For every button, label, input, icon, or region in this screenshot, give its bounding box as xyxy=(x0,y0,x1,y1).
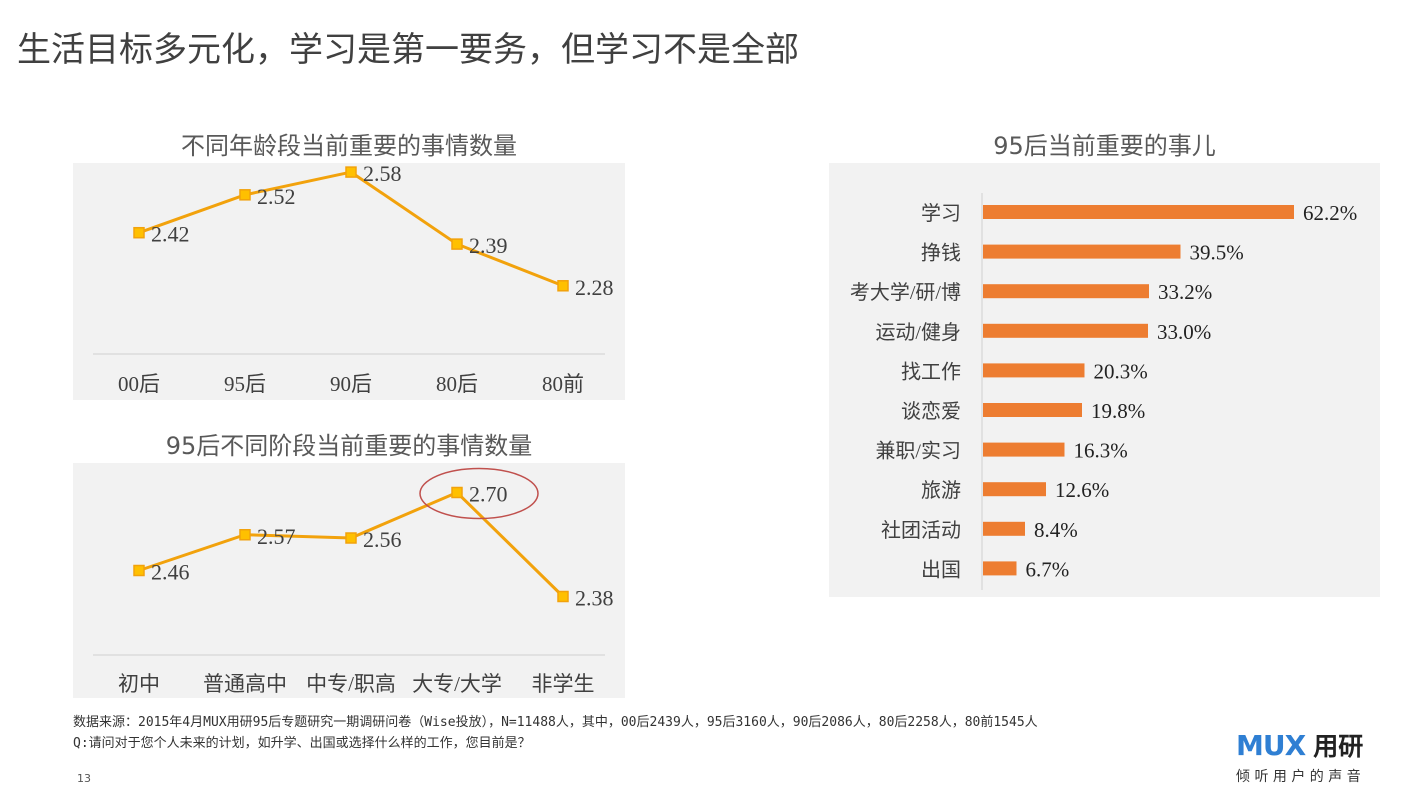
category-label: 运动/健身 xyxy=(875,321,961,344)
logo-brand: MUX xyxy=(1236,728,1306,762)
category-label: 学习 xyxy=(921,202,961,225)
bar-value-label: 16.3% xyxy=(1074,439,1128,463)
data-label: 2.70 xyxy=(469,482,508,507)
data-point xyxy=(239,529,251,541)
bar xyxy=(983,403,1082,417)
category-label: 找工作 xyxy=(901,360,961,383)
data-point xyxy=(451,486,463,499)
data-point xyxy=(451,238,463,250)
category-label: 出国 xyxy=(921,558,961,581)
category-label: 00后 xyxy=(118,372,160,396)
category-label: 社团活动 xyxy=(881,519,961,542)
slide-title: 生活目标多元化，学习是第一要务，但学习不是全部 xyxy=(17,30,799,70)
bar-value-label: 19.8% xyxy=(1091,399,1145,423)
category-label: 80后 xyxy=(436,372,478,396)
category-label: 挣钱 xyxy=(921,242,961,265)
age-line-chart: 2.42 00后 2.52 95后 2.58 90后 2.39 80后 2.28 80前 xyxy=(73,163,625,400)
bar-value-label: 62.2% xyxy=(1303,201,1357,225)
data-label: 2.52 xyxy=(257,184,296,209)
bar xyxy=(983,323,1148,338)
plot-background xyxy=(73,463,625,698)
bar-value-label: 20.3% xyxy=(1094,359,1148,383)
highlight-ellipse xyxy=(419,467,539,520)
bar xyxy=(983,284,1149,299)
category-label: 考大学/研/博 xyxy=(850,281,961,304)
bar-value-label: 6.7% xyxy=(1026,557,1070,581)
chart2-title: 95后不同阶段当前重要的事情数量 xyxy=(165,432,533,460)
logo-name: 用研 xyxy=(1313,732,1364,761)
bar-value-label: 33.0% xyxy=(1157,320,1211,344)
chart3-title: 95后当前重要的事儿 xyxy=(993,132,1216,160)
data-point xyxy=(345,532,357,544)
category-label: 90后 xyxy=(330,372,372,396)
plot-background xyxy=(73,163,625,400)
bar-value-label: 12.6% xyxy=(1055,478,1109,502)
survey-question-note: Q:请问对于您个人未来的计划，如升学、出国或选择什么样的工作，您目前是？ xyxy=(73,736,531,751)
chart1-title: 不同年龄段当前重要的事情数量 xyxy=(181,132,517,160)
bar xyxy=(983,442,1065,457)
data-source-note: 数据来源：2015年4月MUX用研95后专题研究一期调研问卷（Wise投放），N… xyxy=(73,715,1038,730)
data-point xyxy=(239,189,251,201)
data-label: 2.28 xyxy=(575,275,614,300)
category-label: 95后 xyxy=(224,372,266,396)
category-label: 旅游 xyxy=(921,479,961,502)
category-label: 初中 xyxy=(118,672,160,696)
data-point xyxy=(557,590,569,603)
stage-line-chart: 2.46 初中 2.57 普通高中 2.56 中专/职高 2.70 大专/大学 2.38 非学生 xyxy=(73,463,625,698)
bar xyxy=(983,363,1085,378)
mux-logo: MUX 用研 倾 听 用 户 的 声 音 xyxy=(1236,727,1363,786)
plot-background xyxy=(829,163,1380,597)
bar-value-label: 33.2% xyxy=(1158,280,1212,304)
logo-slogan: 倾 听 用 户 的 声 音 xyxy=(1236,769,1361,785)
category-label: 兼职/实习 xyxy=(875,440,961,463)
data-label: 2.38 xyxy=(575,586,614,611)
data-point xyxy=(133,564,145,577)
category-label: 谈恋爱 xyxy=(901,400,961,423)
category-label: 普通高中 xyxy=(203,672,287,696)
category-label: 大专/大学 xyxy=(412,672,502,696)
data-point xyxy=(133,226,145,239)
bar xyxy=(983,244,1181,259)
bar-value-label: 39.5% xyxy=(1190,241,1244,265)
category-label: 非学生 xyxy=(532,672,595,696)
category-label: 中专/职高 xyxy=(306,672,396,696)
data-label: 2.42 xyxy=(151,222,190,247)
data-label: 2.58 xyxy=(363,163,402,186)
page-number: 13 xyxy=(77,772,91,785)
data-label: 2.57 xyxy=(257,524,296,549)
data-label: 2.39 xyxy=(469,233,508,258)
bar xyxy=(983,205,1294,219)
data-point xyxy=(345,166,357,178)
bar-value-label: 8.4% xyxy=(1034,518,1078,542)
category-label: 80前 xyxy=(542,372,584,396)
data-label: 2.56 xyxy=(363,527,402,552)
bar xyxy=(983,561,1017,576)
data-point xyxy=(557,280,569,292)
important-things-bar-chart: 62.2% 学习 39.5% 挣钱 33.2% 考大学/研/博 33.0% 运动/健身 20.3… xyxy=(829,163,1380,597)
data-label: 2.46 xyxy=(151,560,190,585)
bar xyxy=(983,482,1046,497)
bar xyxy=(983,521,1025,536)
